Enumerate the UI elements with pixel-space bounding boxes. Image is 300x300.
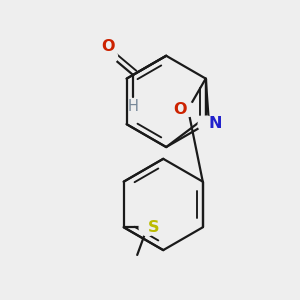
- Text: N: N: [208, 116, 222, 131]
- Text: H: H: [128, 99, 139, 114]
- Text: O: O: [101, 39, 114, 54]
- Text: O: O: [173, 102, 187, 117]
- Text: S: S: [148, 220, 159, 235]
